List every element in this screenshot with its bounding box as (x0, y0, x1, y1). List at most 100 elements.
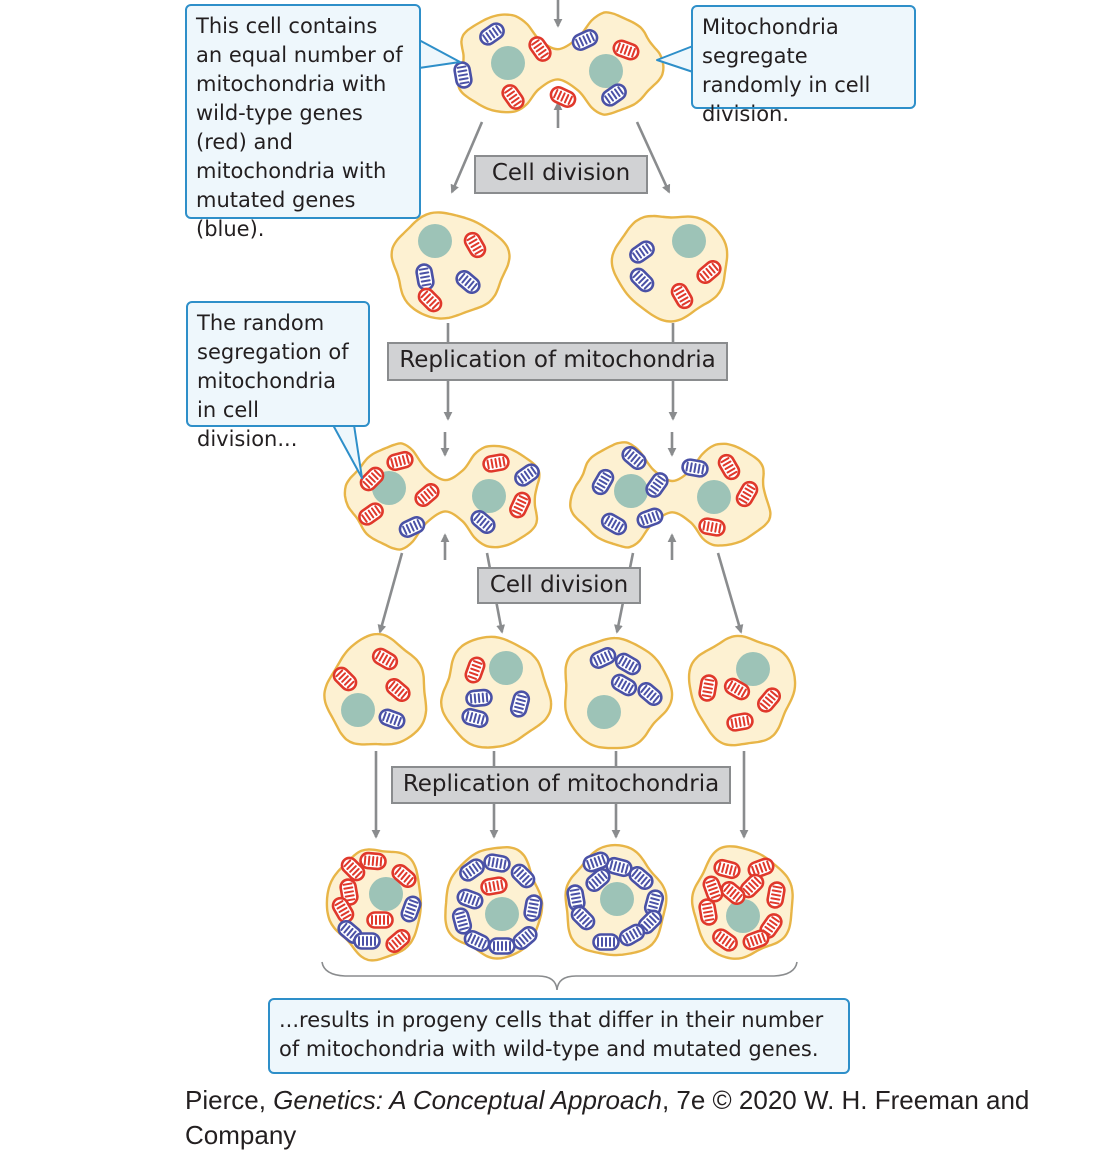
mitochondrion-wild-type (482, 453, 510, 473)
mitochondrion-wild-type (359, 851, 387, 871)
mitochondrion-wild-type (358, 502, 384, 526)
mitochondrion-mutated (353, 932, 381, 950)
mitochondrion-mutated (400, 895, 422, 923)
replication-label-1: Replication of mitochondria (387, 342, 728, 381)
mitochondrion-wild-type (766, 881, 786, 909)
credit-suffix: , 7e © 2020 W. H. Freeman and Company (185, 1085, 1030, 1150)
mitochondrion-wild-type (747, 857, 775, 879)
mitochondrion-wild-type (332, 666, 358, 692)
granddaughter-cell-3 (564, 636, 674, 750)
mitochondrion-mutated (571, 29, 599, 51)
mitochondrion-mutated (628, 865, 654, 891)
mitochondrion-wild-type (712, 928, 738, 952)
mitochondrion-wild-type (340, 856, 366, 882)
daughter-cell-2 (610, 214, 729, 323)
final-progeny-cell-2 (444, 846, 544, 960)
callout-random-segregation: The random segregation of mitochondria i… (186, 301, 370, 451)
mitochondrion-wild-type (702, 875, 724, 903)
mitochondrion-wild-type (742, 929, 770, 951)
mitochondrion-mutated (601, 83, 627, 107)
mitochondrion-mutated (451, 907, 473, 935)
mitochondrion-mutated (629, 240, 655, 264)
cell-division-arrow (635, 121, 671, 194)
mitochondrion-mutated (643, 889, 665, 917)
mitochondrion-wild-type (480, 876, 508, 896)
cell-membrane (390, 211, 511, 320)
nucleus (341, 693, 375, 727)
figure-credit: Pierce, Genetics: A Conceptual Approach,… (185, 1083, 1085, 1153)
mitochondrion-mutated (514, 463, 540, 487)
mitochondrion-mutated (591, 468, 615, 496)
mitochondrion-mutated (483, 853, 511, 873)
cell-membrane (439, 635, 553, 749)
mitochondrion-wild-type (414, 482, 440, 508)
mitochondrion-mutated (455, 269, 481, 295)
mitochondrion-mutated (470, 509, 496, 535)
cell-division-label-1: Cell division (474, 155, 648, 194)
mitochondrion-wild-type (735, 480, 759, 508)
mitochondrion-wild-type (726, 712, 754, 732)
progeny-brace (321, 961, 798, 991)
mitochondrion-mutated (456, 888, 484, 910)
mitochondrion-wild-type (501, 84, 525, 110)
mitochondrion-mutated (621, 445, 647, 471)
nucleus (672, 224, 706, 258)
granddaughter-cell-1 (323, 632, 428, 746)
mitochondrion-wild-type (698, 517, 726, 537)
mitochondrion-mutated (637, 681, 663, 707)
mitochondrion-wild-type (549, 86, 577, 108)
mitochondrion-wild-type (720, 880, 746, 906)
credit-book-title: Genetics: A Conceptual Approach (273, 1085, 662, 1115)
nucleus (491, 46, 525, 80)
nucleus (600, 882, 634, 916)
mitochondrion-mutated (510, 863, 536, 889)
mitochondrion-mutated (592, 933, 620, 951)
nucleus (472, 479, 506, 513)
mitochondrion-wild-type (723, 677, 751, 701)
nucleus (697, 480, 731, 514)
mitochondrion-wild-type (713, 858, 741, 880)
mitochondrion-mutated (512, 925, 538, 951)
mitochondrion-mutated (610, 673, 638, 697)
mitochondrion-mutated (636, 507, 664, 529)
mitochondrion-mutated (645, 472, 669, 498)
mitochondrion-wild-type (696, 259, 722, 285)
mitochondrion-mutated (614, 652, 642, 676)
nucleus (726, 899, 760, 933)
mitochondrion-mutated (479, 22, 505, 46)
nucleus (736, 652, 770, 686)
mitochondrion-mutated (582, 851, 610, 873)
nucleus (587, 695, 621, 729)
callout-equal-number: This cell contains an equal number of mi… (185, 4, 421, 241)
final-progeny-cell-4 (690, 845, 794, 960)
cell-division-label-2: Cell division (477, 567, 641, 604)
mitochondrion-mutated (509, 690, 531, 718)
mitochondrion-mutated (570, 905, 596, 931)
granddaughter-cell-4 (687, 634, 797, 747)
mitochondrion-wild-type (366, 911, 394, 929)
mitochondrion-mutated (566, 884, 586, 912)
mitochondrion-wild-type (528, 36, 552, 62)
nucleus (369, 877, 403, 911)
parent-dividing-cell (453, 11, 665, 116)
cell-division-arrow (450, 121, 484, 194)
nucleus (489, 651, 523, 685)
mitochondrion-wild-type (359, 466, 385, 492)
mitochondrion-mutated (461, 707, 489, 729)
mitochondrion-mutated (465, 688, 493, 708)
credit-prefix: Pierce, (185, 1085, 274, 1115)
nucleus (418, 224, 452, 258)
mitochondrion-wild-type (385, 677, 411, 703)
cell-membrane (343, 442, 541, 551)
final-progeny-cell-1 (325, 848, 423, 962)
mitochondrion-wild-type (385, 928, 411, 954)
mitochondrion-wild-type (391, 863, 417, 889)
mitochondrion-mutated (488, 937, 516, 955)
nucleus (589, 54, 623, 88)
final-progeny-cell-3 (564, 843, 668, 957)
mitochondrion-mutated (681, 458, 709, 478)
callout-segregate-randomly: Mitochondria segregate randomly in cell … (691, 5, 916, 126)
replicated-dividing-cell-1 (343, 442, 541, 551)
daughter-cell-1 (390, 211, 511, 320)
